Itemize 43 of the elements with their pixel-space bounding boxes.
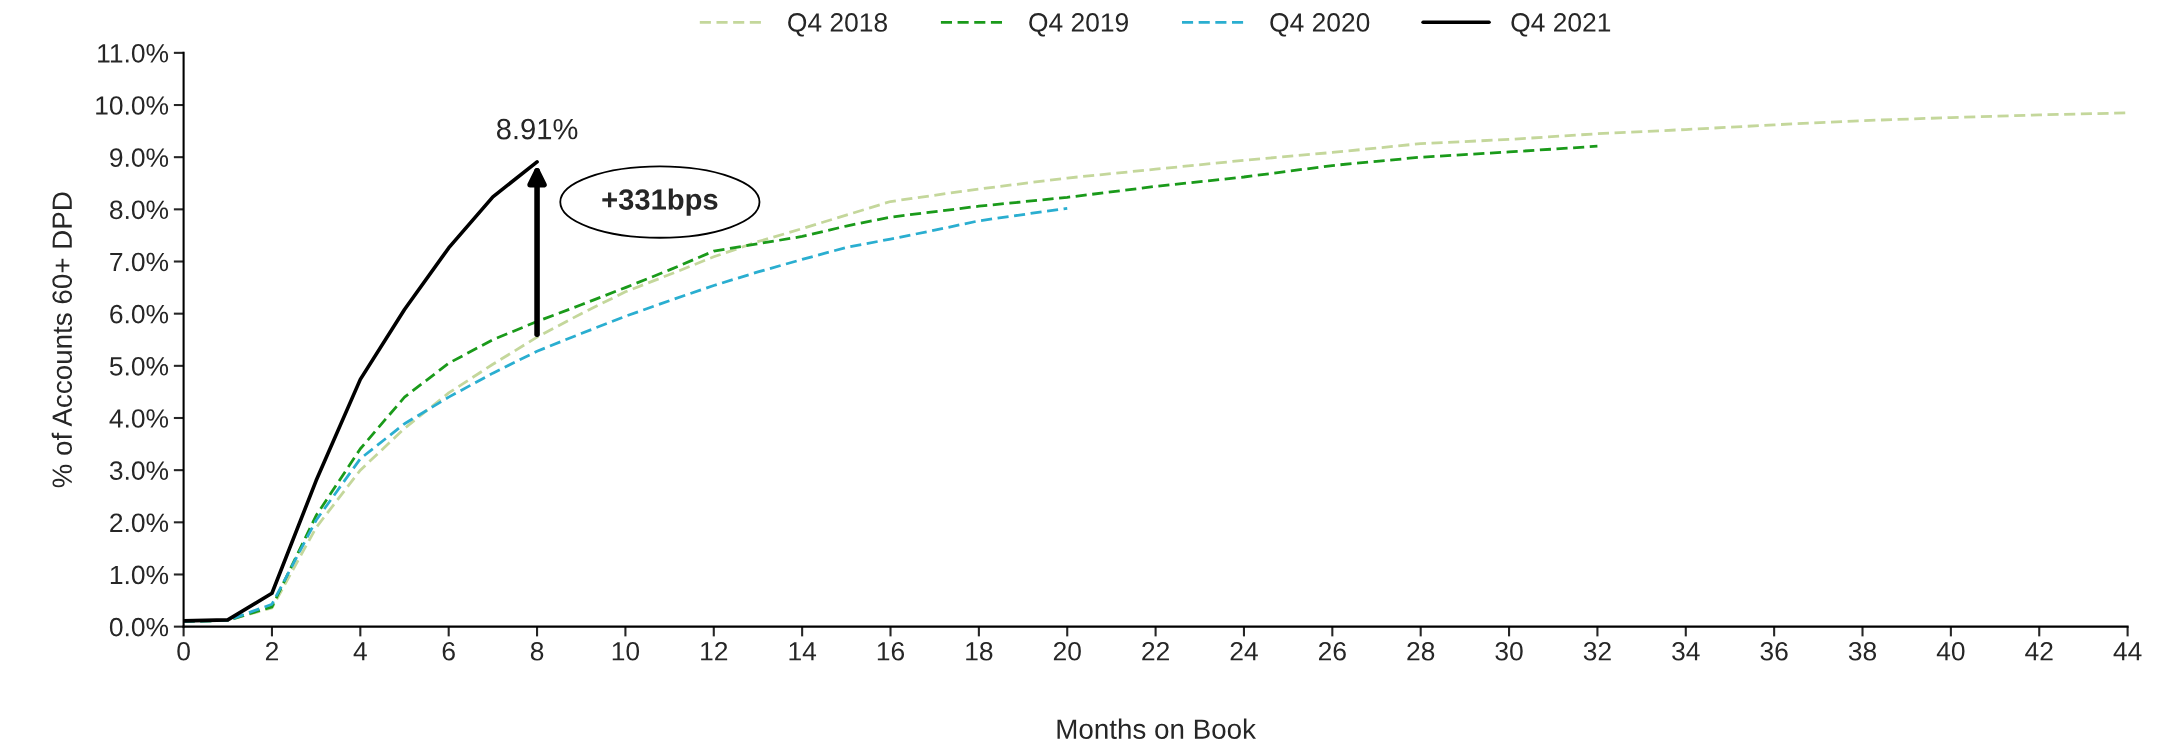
x-tick-label: 8 bbox=[530, 641, 544, 661]
y-tick-label: 9.0% bbox=[110, 148, 169, 167]
y-axis-title: % of Accounts 60+ DPD bbox=[51, 192, 73, 488]
y-tick-label: 8.0% bbox=[110, 200, 169, 220]
x-tick-label: 28 bbox=[1407, 641, 1435, 661]
y-tick-label: 2.0% bbox=[110, 513, 169, 533]
y-tick-label: 5.0% bbox=[109, 356, 169, 376]
annotation: +331bps bbox=[602, 188, 718, 216]
x-tick-label: 0 bbox=[177, 641, 190, 661]
y-tick-label: 4.0% bbox=[109, 409, 169, 428]
y-tick-label: 1.0% bbox=[110, 565, 169, 585]
x-tick-label: 20 bbox=[1053, 641, 1081, 661]
legend-label: Q4 2019 bbox=[1029, 13, 1128, 37]
x-tick-label: 24 bbox=[1230, 641, 1258, 661]
legend-label: Q4 2020 bbox=[1270, 13, 1370, 37]
x-tick-label: 10 bbox=[612, 641, 640, 661]
y-tick-label: 0.0% bbox=[109, 617, 169, 637]
x-tick-label: 2 bbox=[265, 641, 278, 661]
y-tick-label: 6.0% bbox=[110, 304, 169, 324]
x-tick-label: 36 bbox=[1760, 641, 1788, 661]
x-tick-label: 32 bbox=[1583, 641, 1611, 661]
x-tick-label: 16 bbox=[877, 641, 905, 661]
annotation: 8.91% bbox=[496, 118, 578, 140]
x-tick-label: 26 bbox=[1318, 641, 1346, 661]
x-tick-label: 44 bbox=[2113, 642, 2142, 661]
x-tick-label: 30 bbox=[1495, 641, 1523, 661]
y-tick-label: 3.0% bbox=[109, 461, 169, 480]
x-tick-label: 22 bbox=[1142, 641, 1169, 661]
x-axis-title: Months on Book bbox=[1057, 718, 1257, 740]
legend-label: Q4 2018 bbox=[788, 13, 887, 37]
x-tick-label: 14 bbox=[789, 642, 817, 661]
x-tick-label: 40 bbox=[1936, 641, 1965, 661]
x-tick-label: 34 bbox=[1672, 641, 1700, 661]
legend-label: Q4 2021 bbox=[1511, 13, 1611, 37]
x-tick-label: 18 bbox=[966, 641, 993, 661]
x-tick-label: 38 bbox=[1848, 641, 1877, 661]
x-tick-label: 12 bbox=[701, 641, 728, 661]
y-tick-label: 11.0% bbox=[98, 43, 169, 63]
x-tick-label: 6 bbox=[442, 641, 455, 661]
x-tick-label: 4 bbox=[353, 642, 367, 661]
y-tick-label: 7.0% bbox=[110, 252, 169, 272]
y-tick-label: 10.0% bbox=[96, 96, 169, 115]
x-tick-label: 42 bbox=[2025, 641, 2053, 661]
